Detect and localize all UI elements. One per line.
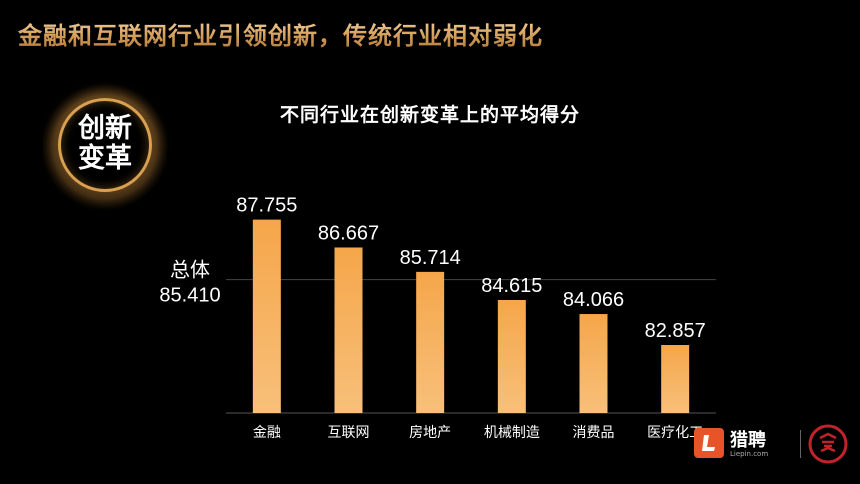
x-tick-label-3: 房地产 <box>409 425 451 441</box>
bar-3 <box>416 271 445 413</box>
liepin-logo-text: 猎聘 <box>730 430 766 451</box>
badge-line-1: 创新 <box>78 113 132 144</box>
bar-value-label-5: 84.066 <box>563 289 624 311</box>
bar-4 <box>497 299 526 413</box>
badge-line-2: 变革 <box>78 143 132 174</box>
x-tick-label-1: 金融 <box>253 425 281 441</box>
overall-reference-label: 总体 <box>170 258 210 282</box>
logo-divider <box>800 430 801 458</box>
x-tick-label-2: 互联网 <box>328 425 370 441</box>
bar-value-label-3: 85.714 <box>400 247 461 269</box>
badge-ring <box>58 98 152 192</box>
bar-value-label-6: 82.857 <box>645 320 706 342</box>
innovation-badge: 创新 变革 <box>42 84 168 210</box>
bar-value-label-4: 84.615 <box>481 275 542 297</box>
headline: 金融和互联网行业引领创新，传统行业相对弱化 <box>18 16 543 51</box>
overall-reference-value: 85.410 <box>159 285 220 307</box>
x-tick-label-5: 消费品 <box>573 425 615 441</box>
bar-value-label-2: 86.667 <box>318 222 379 244</box>
liepin-logo-icon <box>694 428 724 458</box>
university-seal-icon <box>808 424 848 464</box>
bar-2 <box>334 247 363 413</box>
chart-title: 不同行业在创新变革上的平均得分 <box>279 104 580 126</box>
bar-5 <box>579 314 608 413</box>
bar-value-label-1: 87.755 <box>236 195 297 217</box>
x-tick-label-6: 医疗化工 <box>647 425 703 441</box>
x-tick-label-4: 机械制造 <box>484 425 540 441</box>
bar-1 <box>252 219 281 413</box>
bar-6 <box>661 344 690 413</box>
liepin-logo-sub: Liepin.com <box>730 450 769 458</box>
badge-text: 创新 变革 <box>58 114 152 174</box>
